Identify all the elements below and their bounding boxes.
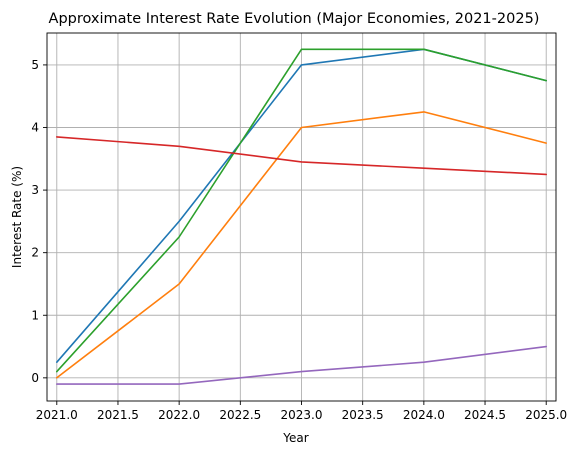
y-axis-title: Interest Rate (%) xyxy=(10,166,24,268)
y-tick-label: 1 xyxy=(31,308,39,322)
y-tick-label: 4 xyxy=(31,121,39,135)
y-tick-label: 2 xyxy=(31,246,39,260)
series-line-5 xyxy=(55,345,548,385)
x-tick-label: 2023.5 xyxy=(342,408,384,422)
x-tick-label: 2022.5 xyxy=(219,408,261,422)
series-line-3 xyxy=(55,48,548,373)
x-tick-label: 2021.5 xyxy=(97,408,139,422)
x-tick-label: 2024.5 xyxy=(464,408,506,422)
y-axis-ticks: 0 1 2 3 4 5 xyxy=(31,58,47,385)
y-tick-label: 0 xyxy=(31,371,39,385)
x-tick-label: 2022.0 xyxy=(158,408,200,422)
x-tick-label: 2024.0 xyxy=(403,408,445,422)
x-tick-label: 2025.0 xyxy=(525,408,567,422)
series-lines xyxy=(55,48,548,385)
x-axis-title: Year xyxy=(282,431,308,445)
y-tick-label: 3 xyxy=(31,183,39,197)
x-axis-ticks: 2021.0 2021.5 2022.0 2022.5 2023.0 2023.5 2024… xyxy=(36,401,567,422)
grid xyxy=(47,33,556,401)
x-tick-label: 2023.0 xyxy=(281,408,323,422)
chart-title: Approximate Interest Rate Evolution (Maj… xyxy=(49,11,540,27)
series-line-2 xyxy=(55,111,548,379)
series-line-4 xyxy=(55,136,548,176)
x-tick-label: 2021.0 xyxy=(36,408,78,422)
y-tick-label: 5 xyxy=(31,58,39,72)
